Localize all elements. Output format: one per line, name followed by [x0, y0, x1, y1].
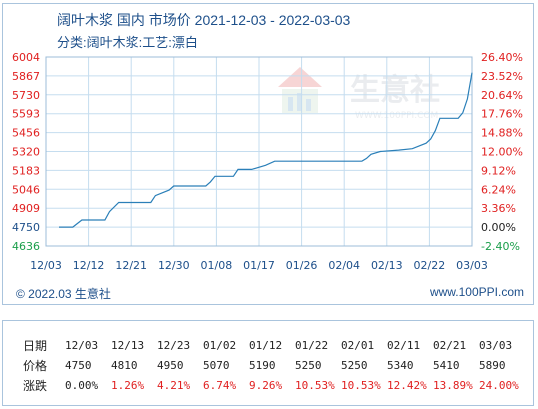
y-tick-label-right: 14.88%	[481, 127, 523, 140]
table-cell: 01/22	[295, 338, 329, 352]
x-tick-label: 02/04	[328, 259, 360, 272]
y-tick-label-left: 5867	[12, 70, 40, 83]
table-cell: 5410	[433, 358, 460, 372]
table-cell: 4750	[65, 358, 92, 372]
change-row: 涨跌 0.00% 1.26% 4.21% 6.74% 9.26% 10.53% 10.53% 1…	[23, 375, 525, 395]
date-row: 日期 12/03 12/13 12/23 01/02 01/12 01/22 02/01 02/…	[23, 335, 525, 355]
y-tick-label-right: 6.24%	[481, 183, 516, 196]
y-tick-label-left: 5730	[12, 89, 40, 102]
table-cell: 5890	[479, 358, 506, 372]
y-tick-label-right: -2.40%	[481, 240, 520, 253]
y-tick-label-right: 3.36%	[481, 202, 516, 215]
y-tick-label-left: 5183	[12, 164, 40, 177]
x-tick-label: 01/17	[243, 259, 275, 272]
watermark-bar-icon	[306, 99, 311, 111]
table-cell: 1.26%	[111, 378, 145, 392]
table-cell: 5250	[341, 358, 368, 372]
row-label: 涨跌	[23, 378, 48, 393]
y-tick-label-right: 12.00%	[481, 146, 523, 159]
chart-subtitle: 分类:阔叶木浆:工艺:漂白	[57, 35, 198, 50]
watermark-house-icon	[282, 89, 318, 113]
price-row: 价格 4750 4810 4950 5070 5190 5250 5250 5340 5410 58…	[23, 355, 525, 375]
row-label: 价格	[23, 358, 48, 373]
y-tick-label-right: 20.64%	[481, 89, 523, 102]
y-tick-label-right: 23.52%	[481, 70, 523, 83]
table-cell: 01/02	[203, 338, 237, 352]
x-tick-label: 02/22	[414, 259, 446, 272]
table-cell: 4950	[157, 358, 184, 372]
watermark-text: 生意社	[350, 73, 440, 108]
table-cell: 12/13	[111, 338, 145, 352]
table-cell: 9.26%	[249, 378, 283, 392]
table-cell: 12/03	[65, 338, 99, 352]
site-link[interactable]: www.100PPI.com	[429, 285, 524, 299]
price-table-panel: 日期 12/03 12/13 12/23 01/02 01/12 01/22 02/01 02/…	[2, 320, 534, 406]
copyright-text: © 2022.03 生意社	[16, 287, 111, 301]
row-label: 日期	[23, 338, 48, 353]
table-cell: 12.42%	[387, 378, 427, 392]
x-tick-label: 01/26	[286, 259, 318, 272]
y-tick-label-left: 5456	[12, 127, 40, 140]
table-cell: 13.89%	[433, 378, 473, 392]
y-tick-label-left: 5320	[12, 146, 40, 159]
y-tick-label-left: 5046	[12, 183, 40, 196]
table-cell: 02/01	[341, 338, 375, 352]
x-tick-label: 12/30	[158, 259, 190, 272]
watermark-roof-icon	[278, 67, 322, 87]
table-cell: 5340	[387, 358, 414, 372]
x-tick-label: 12/12	[73, 259, 105, 272]
y-tick-label-right: 26.40%	[481, 51, 523, 64]
chart-title: 阔叶木浆 国内 市场价 2021-12-03 - 2022-03-03	[57, 12, 351, 28]
table-cell: 01/12	[249, 338, 283, 352]
y-tick-label-left: 4909	[12, 202, 40, 215]
watermark-url: WWW.100PPI.COM	[355, 111, 438, 121]
y-tick-label-left: 6004	[12, 51, 40, 64]
chart-panel	[2, 3, 534, 305]
table-cell: 5070	[203, 358, 230, 372]
plot-frame	[45, 56, 473, 247]
y-tick-label-right: 17.76%	[481, 108, 523, 121]
price-table: 日期 12/03 12/13 12/23 01/02 01/12 01/22 02/01 02/…	[23, 335, 525, 395]
price-line	[59, 72, 473, 228]
y-tick-label-right: 9.12%	[481, 164, 516, 177]
table-cell: 10.53%	[341, 378, 381, 392]
table-cell: 5190	[249, 358, 276, 372]
table-cell: 02/21	[433, 338, 467, 352]
table-cell: 4810	[111, 358, 138, 372]
table-cell: 10.53%	[295, 378, 335, 392]
table-cell: 4.21%	[157, 378, 191, 392]
y-tick-label-left: 4636	[12, 240, 40, 253]
x-tick-label: 02/13	[371, 259, 403, 272]
x-tick-label: 03/03	[456, 259, 488, 272]
table-cell: 0.00%	[65, 378, 99, 392]
y-tick-label-right: 0.00%	[481, 221, 516, 234]
x-tick-label: 01/08	[201, 259, 233, 272]
watermark-logo: 生意社 WWW.100PPI.COM	[278, 67, 440, 121]
x-tick-label: 12/21	[115, 259, 147, 272]
watermark-bar-icon	[297, 93, 302, 111]
y-tick-label-left: 4750	[12, 221, 40, 234]
table-cell: 6.74%	[203, 378, 237, 392]
price-chart: 生意社 WWW.100PPI.COM 6004 5867 5730 5593 5456 532…	[12, 51, 523, 272]
table-cell: 5250	[295, 358, 322, 372]
y-tick-label-left: 5593	[12, 108, 40, 121]
x-tick-label: 12/03	[30, 259, 62, 272]
table-cell: 02/11	[387, 338, 421, 352]
watermark-bar-icon	[288, 97, 293, 111]
table-cell: 03/03	[479, 338, 513, 352]
table-cell: 24.00%	[479, 378, 519, 392]
table-cell: 12/23	[157, 338, 191, 352]
